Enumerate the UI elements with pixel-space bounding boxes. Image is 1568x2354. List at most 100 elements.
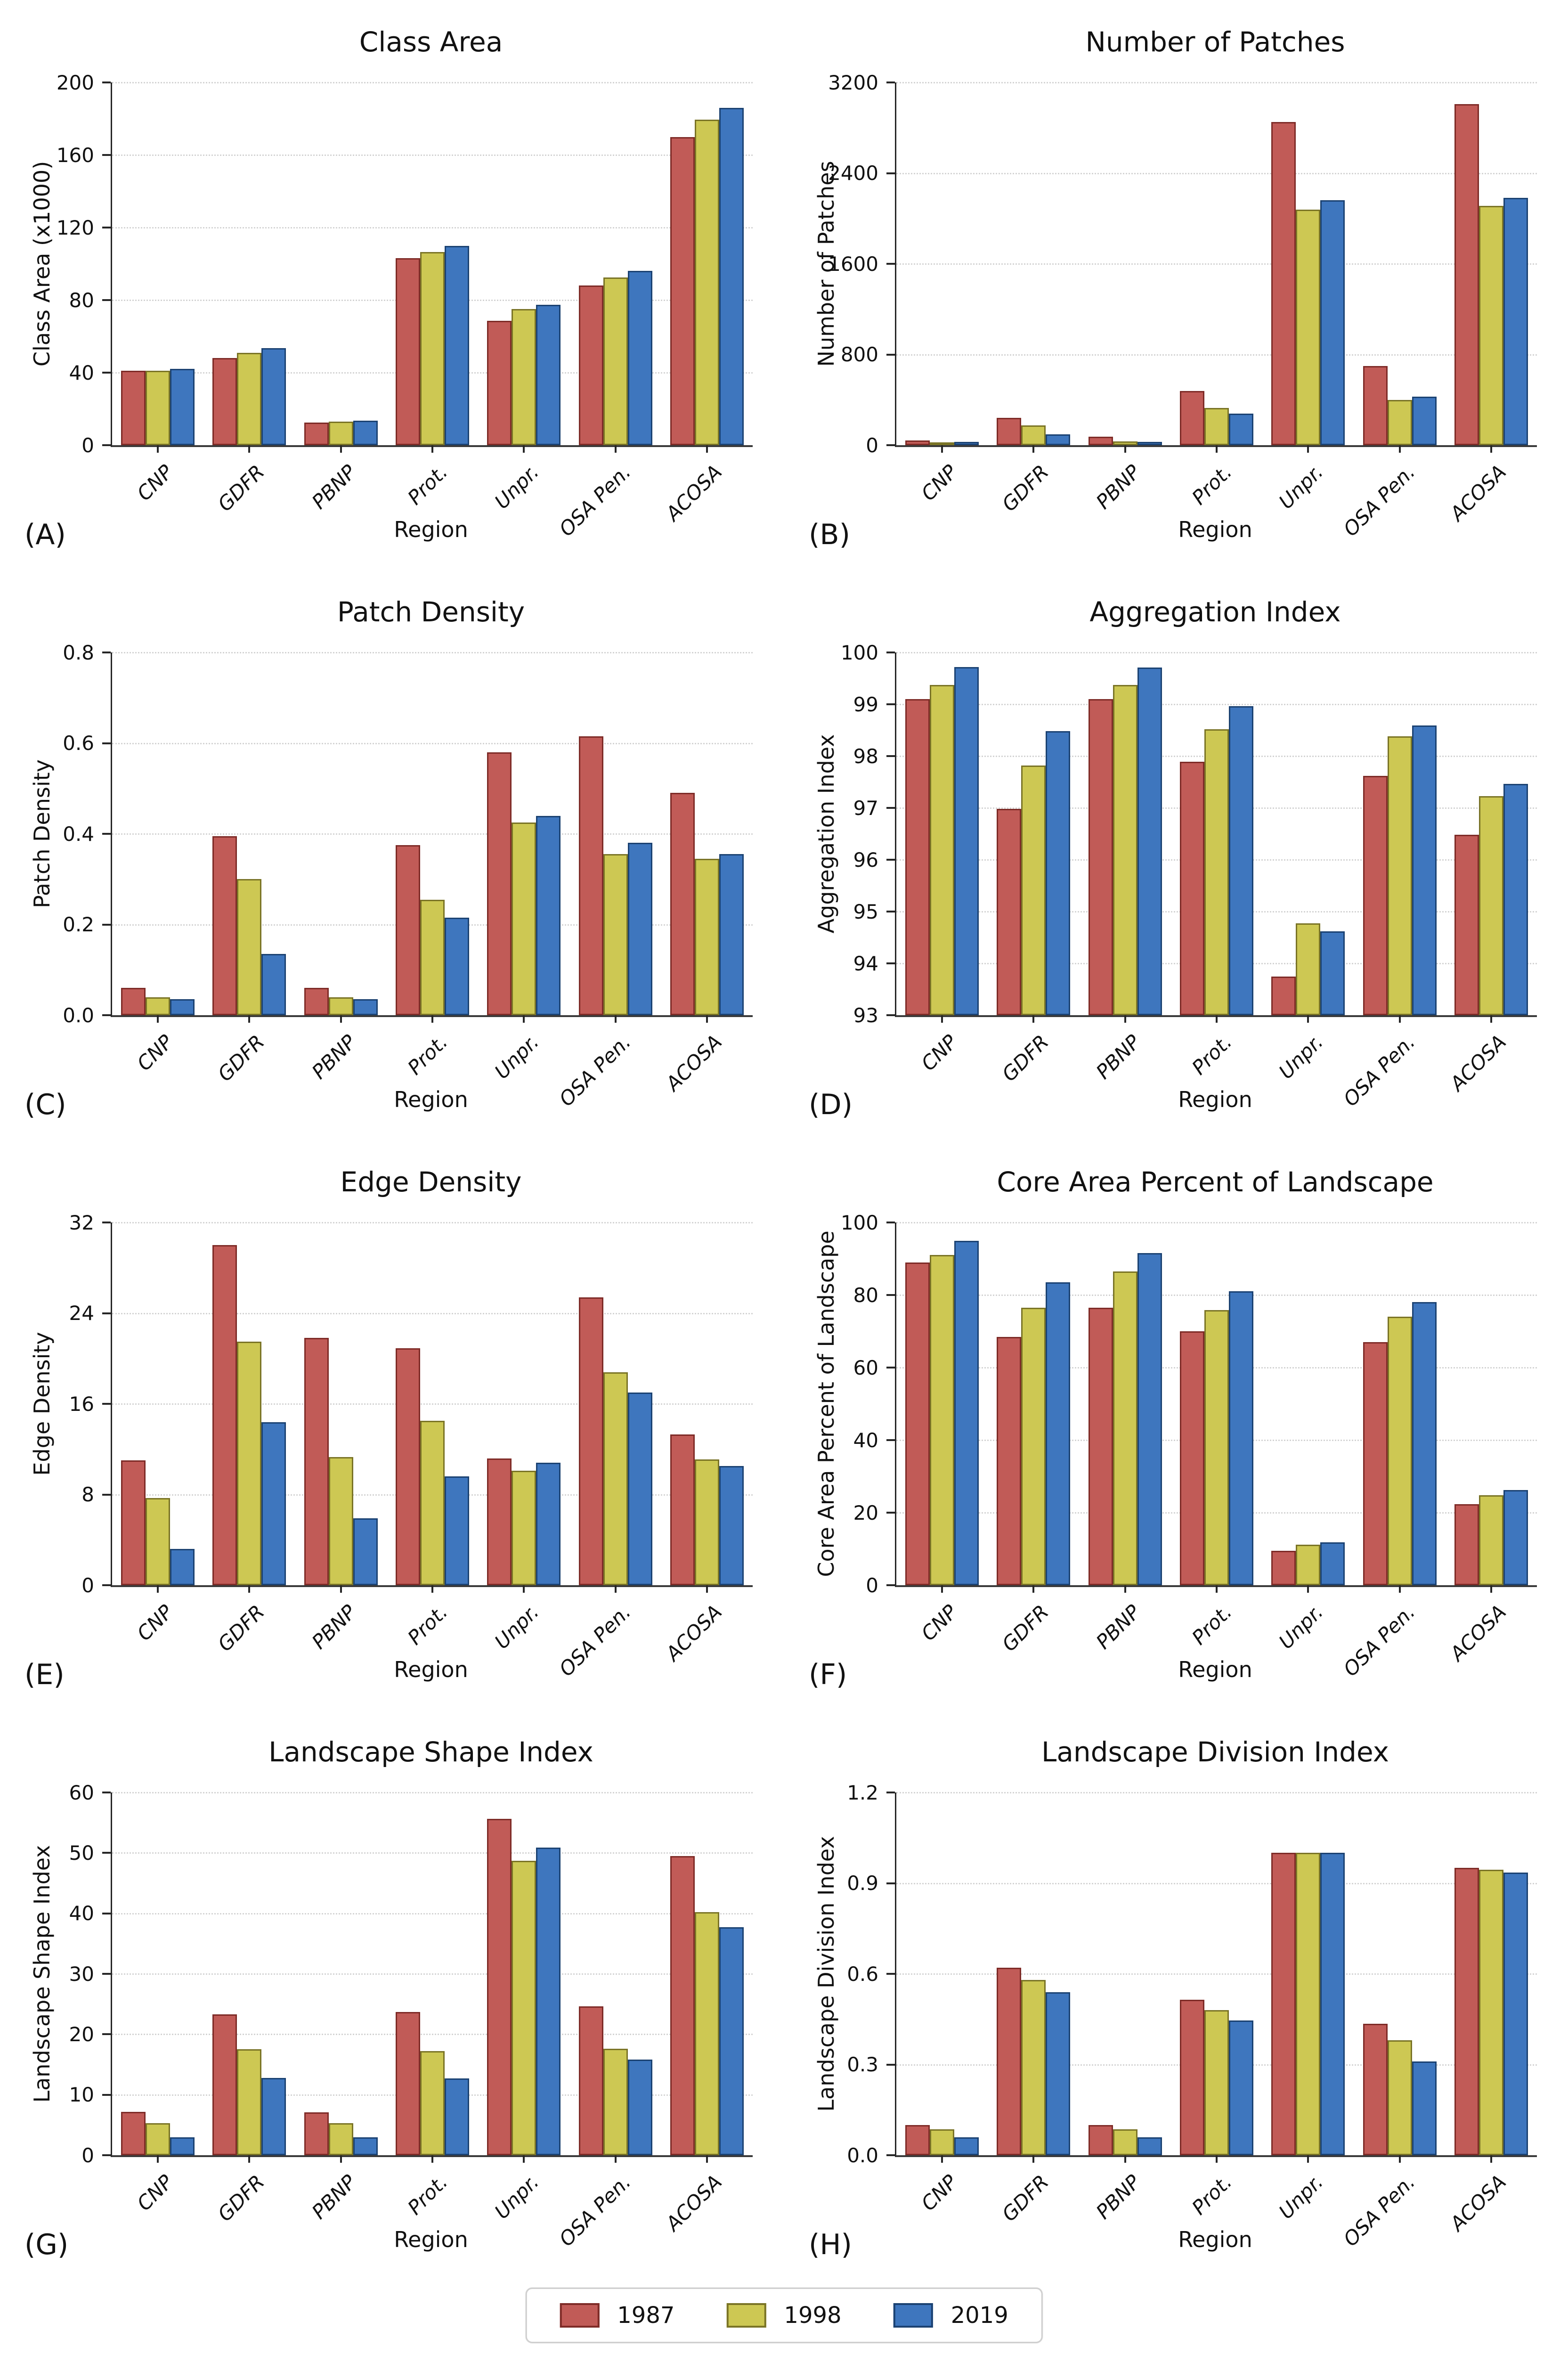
gridline [896,172,1537,174]
bar-group-acosa [1446,1792,1537,2155]
chart-title: Landscape Division Index [1041,1736,1389,1768]
chart-title: Landscape Shape Index [268,1736,593,1768]
bar-1998-unpr [1296,1544,1321,1585]
y-tick-label: 98 [853,744,878,768]
x-axis-label: Region [394,2227,468,2252]
plot-area [102,1792,753,2163]
x-tick-label: CNP [917,460,962,505]
bar-2019-osapen [1412,396,1437,445]
x-tick-mark [340,445,342,453]
bar-1987-cnp [905,1262,930,1585]
legend-label-2019: 2019 [951,2302,1008,2329]
bar-group-gdfr [203,1222,295,1585]
y-tick-label: 40 [853,1428,878,1452]
bar-1987-prot [1179,391,1204,445]
y-tick-mark [886,1014,895,1016]
legend-item-2019: 2019 [893,2302,1008,2329]
bar-group-pbnp [1080,652,1171,1015]
bar-1998-unpr [512,1861,536,2155]
panel-letter: (G) [24,2228,69,2261]
x-tick-mark [1398,2155,1401,2163]
bar-1998-unpr [1296,209,1321,445]
bar-2019-pbnp [353,421,378,445]
y-tick-mark [102,742,111,744]
x-tick-label: Unpr. [1274,1600,1328,1654]
bar-2019-unpr [1320,200,1345,445]
bar-group-unpr [1262,1792,1354,2155]
y-tick-mark [102,154,111,156]
y-tick-label: 0 [81,2143,94,2167]
x-tick-mark [614,1015,617,1023]
bar-2019-prot [1228,2020,1253,2155]
bar-1987-pbnp [1088,1307,1113,1585]
x-tick-label: PBNP [1091,460,1145,514]
x-tick-label: PBNP [1091,1600,1145,1654]
y-tick-mark [886,263,895,265]
bar-group-pbnp [295,1792,387,2155]
x-tick-label: CNP [917,2170,962,2216]
x-axis-label: Region [394,1657,468,1682]
bar-1987-gdfr [212,358,237,445]
bar-2019-gdfr [1046,1282,1071,1585]
bar-group-osapen [569,1792,661,2155]
bar-1998-prot [1204,1310,1229,1585]
bar-1987-gdfr [212,2014,237,2155]
y-tick-label: 2400 [828,162,878,185]
bar-1987-osapen [1363,366,1388,445]
y-tick-mark [886,1439,895,1441]
chart-panel-g: Landscape Shape Index Landscape Shape Ind… [0,1710,784,2280]
x-tick-mark [1398,1015,1401,1023]
x-tick-label: CNP [917,1600,962,1645]
y-tick-mark [886,172,895,174]
bar-group-osapen [569,652,661,1015]
x-tick-mark [248,445,251,453]
x-tick-mark [1124,445,1126,453]
bar-1987-unpr [487,321,512,445]
bar-group-prot [387,1792,478,2155]
bar-1998-acosa [694,858,719,1015]
bar-group-osapen [1354,652,1445,1015]
x-tick-label: ACOSA [1446,1600,1511,1666]
x-tick-mark [340,2155,342,2163]
y-tick-mark [102,833,111,835]
x-tick-mark [1032,445,1035,453]
bar-group-prot [387,1222,478,1585]
bar-group-unpr [1262,82,1354,445]
x-tick-mark [431,2155,433,2163]
x-axis-label: Region [1178,517,1252,542]
gridline [896,1222,1537,1223]
bar-group-unpr [478,1222,569,1585]
y-tick-label: 10 [69,2083,94,2107]
x-tick-mark [431,1585,433,1593]
y-tick-mark [886,1882,895,1884]
bar-1998-acosa [694,1912,719,2155]
bar-1998-cnp [146,2123,171,2155]
y-tick-label: 1.2 [847,1781,878,1804]
bar-2019-unpr [536,815,561,1015]
chart-title: Aggregation Index [1089,596,1341,628]
x-tick-mark [941,445,943,453]
y-tick-label: 0.8 [63,641,94,664]
x-tick-label: Prot. [1187,460,1236,510]
bar-1987-prot [395,1348,420,1585]
bar-group-cnp [112,652,203,1015]
bar-2019-cnp [170,369,195,445]
bar-group-cnp [896,652,988,1015]
x-tick-mark [614,2155,617,2163]
x-axis-label: Region [394,517,468,542]
bar-2019-cnp [954,2137,979,2155]
bar-group-cnp [896,82,988,445]
chart-panel-b: Number of Patches Number of Patches 0 800 16… [784,0,1568,570]
bar-2019-osapen [1412,2061,1437,2155]
bar-2019-acosa [719,854,744,1015]
y-tick-mark [886,807,895,809]
bar-1987-pbnp [1088,2125,1113,2155]
bar-1998-pbnp [328,997,353,1015]
bar-2019-acosa [1503,1873,1528,2155]
bar-2019-cnp [954,667,979,1015]
x-tick-label: Unpr. [1274,460,1328,513]
y-tick-mark [886,962,895,964]
x-tick-label: CNP [132,1030,178,1075]
bar-1987-unpr [1271,122,1296,445]
bar-group-cnp [896,1792,988,2155]
